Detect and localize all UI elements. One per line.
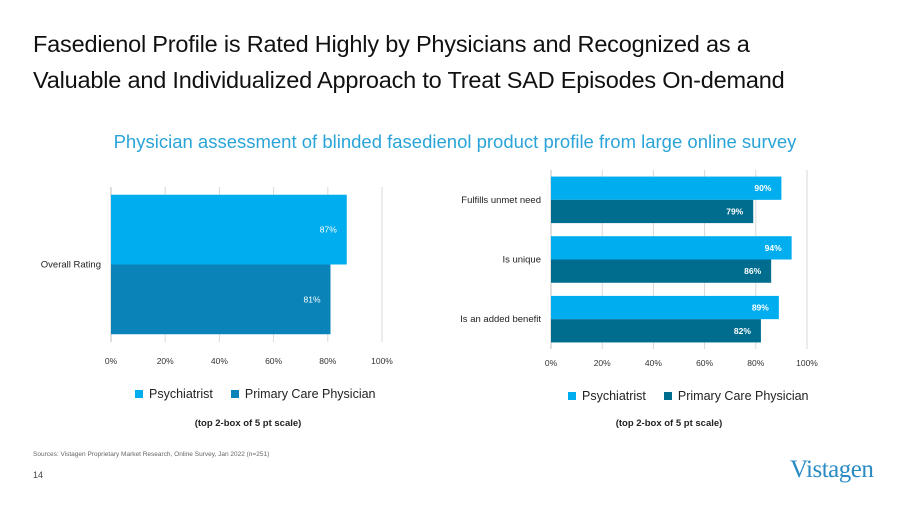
x-tick-label: 80%	[319, 356, 336, 366]
bar-primary-care	[111, 264, 331, 335]
x-tick-label: 60%	[265, 356, 282, 366]
sources-footnote: Sources: Vistagen Proprietary Market Res…	[33, 451, 270, 458]
bar-primary-care	[551, 319, 761, 343]
bar-primary-care	[551, 199, 754, 224]
legend-swatch-psychiatrist	[568, 392, 576, 400]
legend-label-primary-care: Primary Care Physician	[244, 387, 376, 401]
x-tick-label: 20%	[594, 358, 611, 368]
data-label: 79%	[726, 206, 743, 216]
bar-psychiatrist	[111, 194, 347, 265]
left-chart-note: (top 2-box of 5 pt scale)	[194, 418, 302, 429]
legend-label-primary-care: Primary Care Physician	[677, 389, 809, 403]
data-label: 86%	[744, 266, 761, 276]
data-label: 82%	[734, 326, 751, 336]
left-chart-legend: Psychiatrist Primary Care Physician	[135, 387, 376, 401]
data-label: 87%	[320, 225, 337, 235]
legend-item-psychiatrist: Psychiatrist	[135, 387, 213, 401]
category-label: Is unique	[502, 255, 541, 266]
category-label: Fulfills unmet need	[461, 195, 541, 206]
legend-item-primary-care: Primary Care Physician	[230, 387, 376, 401]
legend-item-psychiatrist: Psychiatrist	[568, 389, 646, 403]
x-tick-label: 20%	[157, 356, 174, 366]
legend-label-psychiatrist: Psychiatrist	[582, 389, 646, 403]
overall-rating-chart: 0% 20% 40% 60% 80% 100% 87% 81% Overall Rating	[0, 170, 420, 370]
right-chart-note: (top 2-box of 5 pt scale)	[615, 418, 723, 429]
vistagen-logo: Vistagen	[790, 456, 874, 483]
legend-swatch-psychiatrist	[135, 390, 143, 398]
x-tick-label: 40%	[211, 356, 228, 366]
data-label: 89%	[752, 303, 769, 313]
bar-primary-care	[551, 259, 772, 283]
x-tick-label: 100%	[796, 358, 818, 368]
x-tick-label: 100%	[371, 356, 393, 366]
x-tick-label: 40%	[645, 358, 662, 368]
legend-swatch-primary-care	[663, 392, 672, 400]
data-label: 90%	[754, 183, 771, 193]
x-tick-label: 0%	[105, 356, 118, 366]
x-tick-label: 0%	[545, 358, 558, 368]
category-label: Is an added benefit	[460, 314, 541, 325]
slide-title-line-1: Fasedienol Profile is Rated Highly by Ph…	[33, 31, 750, 57]
legend-item-primary-care: Primary Care Physician	[663, 389, 809, 403]
legend-label-psychiatrist: Psychiatrist	[149, 387, 213, 401]
bar-psychiatrist	[551, 236, 792, 260]
legend-swatch-primary-care	[230, 390, 239, 398]
data-label: 94%	[765, 243, 782, 253]
right-chart-legend: Psychiatrist Primary Care Physician	[568, 389, 809, 403]
page-number: 14	[33, 470, 44, 480]
slide-title-line-2: Valuable and Individualized Approach to …	[33, 67, 785, 93]
slide-title: Fasedienol Profile is Rated Highly by Ph…	[33, 26, 893, 98]
overall-rating-chart-svg: 0% 20% 40% 60% 80% 100% 87% 81% Overall Rating	[41, 187, 393, 366]
profile-attributes-chart-svg: 0% 20% 40% 60% 80% 100% 90% 79% Fulfills unmet n…	[460, 170, 818, 368]
bar-psychiatrist	[551, 295, 779, 320]
x-tick-label: 60%	[696, 358, 713, 368]
category-label: Overall Rating	[41, 260, 101, 271]
profile-attributes-chart: 0% 20% 40% 60% 80% 100% 90% 79% Fulfills unmet n…	[440, 170, 890, 370]
x-tick-label: 80%	[747, 358, 764, 368]
data-label: 81%	[303, 294, 320, 304]
chart-subtitle: Physician assessment of blinded fasedien…	[113, 131, 797, 152]
bar-psychiatrist	[551, 176, 782, 200]
